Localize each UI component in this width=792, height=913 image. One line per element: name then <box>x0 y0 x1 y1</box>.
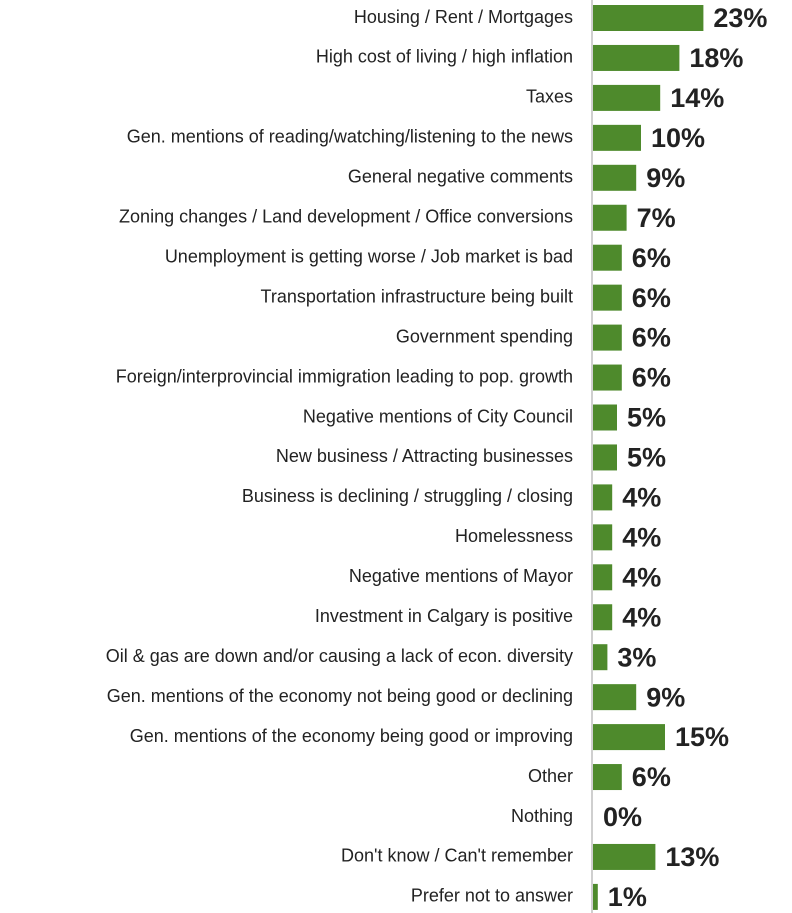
category-label: Government spending <box>396 326 573 346</box>
value-label: 6% <box>632 283 671 313</box>
bar <box>593 364 622 391</box>
category-label: Don't know / Can't remember <box>341 846 573 866</box>
bar <box>593 204 627 231</box>
bar <box>593 444 617 471</box>
category-label: Taxes <box>526 87 573 107</box>
category-label: Foreign/interprovincial immigration lead… <box>116 366 573 386</box>
category-label: High cost of living / high inflation <box>316 47 573 67</box>
value-label: 6% <box>632 243 671 273</box>
category-label: Other <box>528 766 573 786</box>
category-label: Business is declining / struggling / clo… <box>242 486 573 506</box>
category-label: Investment in Calgary is positive <box>315 606 573 626</box>
category-label: New business / Attracting businesses <box>276 446 573 466</box>
value-label: 4% <box>622 562 661 592</box>
value-label: 4% <box>622 483 661 513</box>
category-label: Transportation infrastructure being buil… <box>261 286 574 306</box>
category-label: Nothing <box>511 806 573 826</box>
bar <box>593 244 622 271</box>
category-label: Negative mentions of Mayor <box>349 566 573 586</box>
category-label: Unemployment is getting worse / Job mark… <box>165 246 573 266</box>
value-label: 1% <box>608 882 647 912</box>
value-label: 6% <box>632 323 671 353</box>
bar <box>593 604 613 631</box>
bar <box>593 684 637 711</box>
value-label: 10% <box>651 123 705 153</box>
bar <box>593 324 622 351</box>
bar <box>593 724 665 751</box>
value-label: 6% <box>632 762 671 792</box>
value-label: 4% <box>622 602 661 632</box>
category-label: Gen. mentions of reading/watching/listen… <box>127 127 573 147</box>
bar <box>593 644 608 671</box>
value-label: 15% <box>675 722 729 752</box>
value-label: 14% <box>670 83 724 113</box>
bar <box>593 44 680 71</box>
category-label: Negative mentions of City Council <box>303 406 573 426</box>
category-label: Zoning changes / Land development / Offi… <box>119 207 573 227</box>
value-label: 23% <box>713 3 767 33</box>
category-label: Housing / Rent / Mortgages <box>354 7 573 27</box>
bar <box>593 843 656 870</box>
bar <box>593 84 661 111</box>
bar <box>593 5 704 31</box>
value-label: 4% <box>622 522 661 552</box>
value-label: 9% <box>646 682 685 712</box>
bar <box>593 164 637 191</box>
bar <box>593 883 598 910</box>
category-label: Homelessness <box>455 526 573 546</box>
bar <box>593 124 641 151</box>
value-label: 0% <box>603 802 642 832</box>
category-label: Oil & gas are down and/or causing a lack… <box>106 646 573 666</box>
bar <box>593 764 622 791</box>
value-label: 5% <box>627 403 666 433</box>
value-label: 18% <box>689 43 743 73</box>
value-label: 13% <box>665 842 719 872</box>
category-label: Gen. mentions of the economy being good … <box>130 726 573 746</box>
bar <box>593 564 613 591</box>
bar <box>593 404 617 431</box>
value-label: 7% <box>637 203 676 233</box>
bar <box>593 284 622 311</box>
category-label: General negative comments <box>348 167 573 187</box>
value-label: 9% <box>646 163 685 193</box>
value-label: 5% <box>627 443 666 473</box>
bar <box>593 524 613 551</box>
value-label: 6% <box>632 363 671 393</box>
category-label: Prefer not to answer <box>411 886 573 906</box>
category-label: Gen. mentions of the economy not being g… <box>107 686 573 706</box>
value-label: 3% <box>617 642 656 672</box>
bar <box>593 484 613 511</box>
